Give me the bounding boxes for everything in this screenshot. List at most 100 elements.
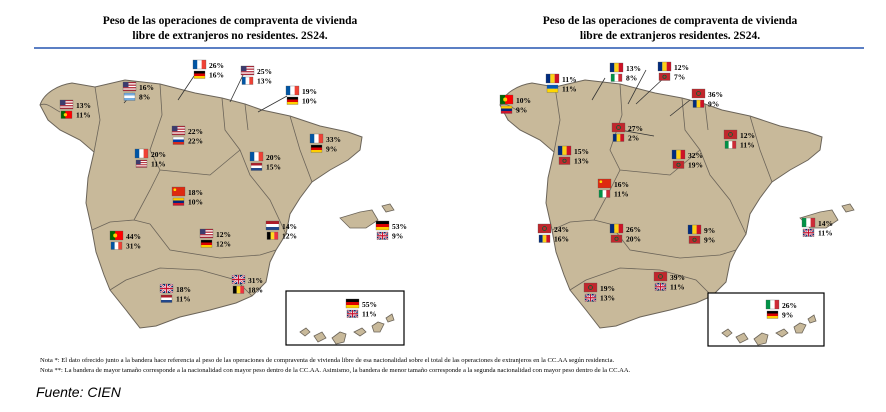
pct-value: 19% [600,284,615,293]
region-label-comunidad-valenciana: 9%9% [687,224,715,245]
pct-value: 27% [628,124,643,133]
pct-value: 31% [248,276,263,285]
pct-value: 16% [614,180,629,189]
region-label-galicia: 10%9% [499,94,531,115]
uk-flag-icon [376,231,389,241]
belgium-flag-icon [266,231,279,240]
region-label-baleares: 53%9% [375,220,407,241]
romania-flag-icon [612,133,625,142]
pct-value: 11% [76,111,91,120]
usa-flag-icon [122,81,137,92]
region-label-madrid: 18%10% [171,186,203,207]
region-label-murcia: 39%11% [653,271,685,292]
morocco-flag-icon [558,156,571,165]
pct-value: 11% [362,310,377,319]
pct-value: 36% [708,90,723,99]
morocco-flag-icon [537,223,552,234]
pct-value: 16% [209,71,224,80]
pct-value: 7% [674,73,685,82]
region-label-castilla-y-le-n-sur: 20%11% [134,148,166,169]
venezuela-flag-icon [500,105,513,114]
pct-value: 14% [282,222,297,231]
map-residents: 10%9%11%11%13%8%12%7%36%9%27%2% 12%11%15%… [499,61,855,347]
usa-flag-icon [240,65,255,76]
pct-value: 19% [302,87,317,96]
region-label-asturias: 16%8% [122,81,154,102]
region-label-baleares: 14%11% [801,217,833,238]
portugal-flag-icon [109,230,124,241]
romania-flag-icon [545,73,560,84]
title-line-2: libre de extranjeros residentes. 2S24. [579,30,761,42]
netherlands-flag-icon [250,162,263,171]
region-label-pa-s-vasco: 25%13% [240,65,272,86]
pct-value: 11% [562,85,577,94]
pct-value: 10% [516,96,531,105]
pct-value: 11% [562,75,577,84]
morocco-flag-icon [723,129,738,140]
pct-value: 18% [176,285,191,294]
morocco-flag-icon [653,271,668,282]
pct-value: 26% [209,61,224,70]
region-label-andaluc-a: 18%11% [159,283,191,304]
pct-value: 13% [600,294,615,303]
uk-flag-icon [654,282,667,292]
region-label-madrid: 16%11% [597,178,629,199]
netherlands-flag-icon [265,220,280,231]
pct-value: 15% [266,163,281,172]
pct-value: 9% [326,145,337,154]
venezuela-flag-icon [172,197,185,206]
pct-value: 11% [670,283,685,292]
leader-lines [591,69,691,137]
ukraine-flag-icon [546,84,559,93]
region-label-extremadura: 24%16% [537,223,569,244]
pct-value: 22% [188,127,203,136]
germany-flag-icon [310,144,323,153]
germany-flag-icon [200,239,213,248]
pct-value: 9% [704,236,715,245]
pct-value: 22% [188,137,203,146]
uk-flag-icon [346,309,359,319]
pct-value: 9% [392,232,403,241]
italy-flag-icon [598,189,611,198]
germany-flag-icon [375,220,390,231]
france-flag-icon [241,76,254,85]
germany-flag-icon [193,70,206,79]
pct-value: 12% [740,131,755,140]
region-label-cantabria: 13%8% [609,62,641,83]
france-flag-icon [249,151,264,162]
region-label-andaluc-a: 19%13% [583,282,615,303]
france-flag-icon [110,241,123,250]
pct-value: 9% [704,226,715,235]
germany-flag-icon [345,298,360,309]
uk-flag-icon [584,293,597,303]
romania-flag-icon [538,234,551,243]
pct-value: 25% [257,67,272,76]
pct-value: 9% [516,106,527,115]
pct-value: 10% [188,198,203,207]
pct-value: 20% [626,235,641,244]
morocco-flag-icon [688,235,701,244]
romania-flag-icon [609,62,624,73]
map-non-residents: 13%11%16%8%26%16% 25%13%19%10%22%22% 33%9%… [39,59,407,346]
map-title-non-residents: Peso de las operaciones de compraventa d… [60,14,400,44]
romania-flag-icon [657,61,672,72]
china-flag-icon [171,186,186,197]
region-label-castilla-la-mancha: 26%20% [609,223,641,244]
romania-flag-icon [687,224,702,235]
uk-flag-icon [159,283,174,294]
region-label-arag-n: 32%19% [671,149,703,170]
pct-value: 39% [670,273,685,282]
map-title-residents: Peso de las operaciones de compraventa d… [500,14,840,44]
romania-flag-icon [671,149,686,160]
region-label-murcia: 31%18% [231,274,263,295]
title-line-2: libre de extranjeros no residentes. 2S24… [132,30,328,42]
romania-flag-icon [692,99,705,108]
romania-flag-icon [557,145,572,156]
italy-flag-icon [610,73,623,82]
region-label-catalu-a: 12%11% [723,129,755,150]
pct-value: 55% [362,300,377,309]
italy-flag-icon [724,140,737,149]
pct-value: 12% [216,230,231,239]
pct-value: 13% [76,101,91,110]
usa-flag-icon [59,99,74,110]
